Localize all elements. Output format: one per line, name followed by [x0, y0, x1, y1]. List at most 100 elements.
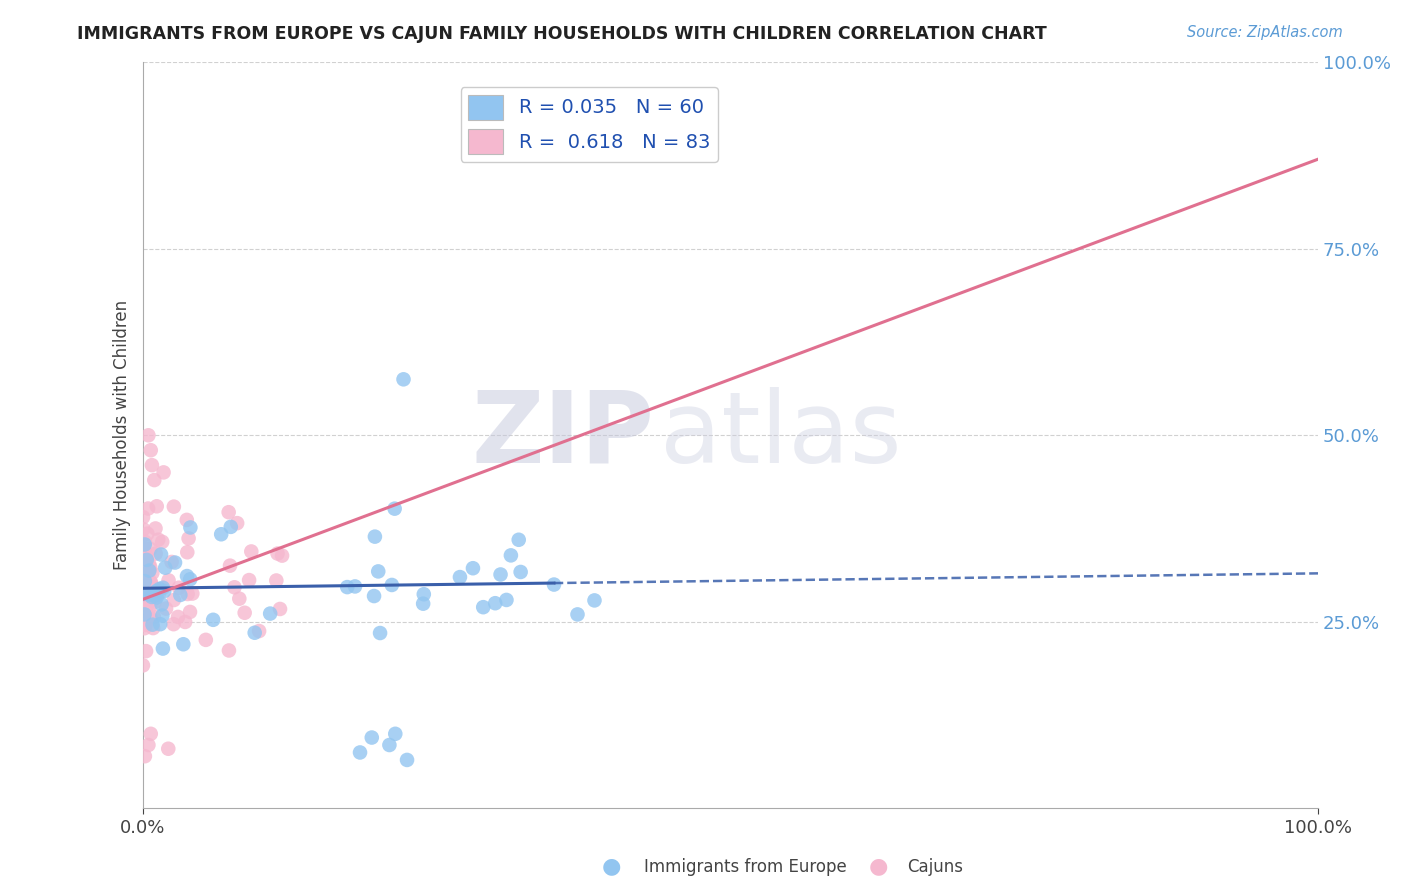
Point	[134, 749, 156, 764]
Point	[145, 547, 167, 561]
Point	[367, 565, 389, 579]
Point	[194, 632, 217, 647]
Point	[162, 617, 184, 632]
Point	[202, 613, 225, 627]
Point	[259, 607, 281, 621]
Point	[243, 625, 266, 640]
Point	[148, 586, 170, 600]
Point	[142, 621, 165, 635]
Point	[134, 607, 156, 622]
Point	[141, 566, 163, 580]
Point	[142, 582, 165, 597]
Point	[134, 574, 156, 589]
Point	[132, 565, 155, 579]
Point	[136, 591, 159, 605]
Point	[509, 565, 531, 579]
Text: atlas: atlas	[659, 387, 901, 483]
Point	[141, 593, 163, 607]
Point	[384, 501, 406, 516]
Point	[132, 559, 155, 574]
Point	[141, 617, 163, 632]
Point	[543, 577, 565, 591]
Text: ●: ●	[869, 856, 889, 876]
Point	[167, 610, 190, 624]
Point	[134, 537, 156, 551]
Point	[224, 580, 246, 594]
Point	[179, 605, 201, 619]
Point	[135, 618, 157, 632]
Point	[139, 541, 162, 556]
Point	[143, 595, 166, 609]
Point	[177, 532, 200, 546]
Point	[218, 505, 240, 519]
Point	[145, 591, 167, 605]
Point	[266, 547, 288, 561]
Point	[392, 372, 415, 386]
Point	[145, 500, 167, 514]
Point	[139, 611, 162, 625]
Point	[163, 593, 186, 607]
Point	[138, 610, 160, 624]
Point	[135, 550, 157, 565]
Point	[238, 573, 260, 587]
Point	[139, 578, 162, 592]
Point	[138, 428, 160, 442]
Point	[495, 593, 517, 607]
Point	[150, 548, 173, 562]
Text: Immigrants from Europe: Immigrants from Europe	[644, 858, 846, 876]
Point	[136, 576, 159, 591]
Point	[139, 727, 162, 741]
Point	[141, 590, 163, 604]
Point	[134, 545, 156, 559]
Point	[209, 527, 232, 541]
Point	[364, 530, 387, 544]
Point	[179, 572, 201, 586]
Point	[132, 593, 155, 607]
Point	[136, 501, 159, 516]
Point	[233, 606, 256, 620]
Point	[240, 544, 263, 558]
Point	[174, 615, 197, 629]
Point	[167, 581, 190, 595]
Point	[484, 596, 506, 610]
Point	[381, 578, 404, 592]
Point	[176, 569, 198, 583]
Point	[132, 510, 155, 524]
Text: Cajuns: Cajuns	[907, 858, 963, 876]
Point	[148, 582, 170, 596]
Y-axis label: Family Households with Children: Family Households with Children	[114, 301, 131, 570]
Point	[583, 593, 606, 607]
Point	[219, 558, 242, 573]
Point	[145, 582, 167, 596]
Point	[138, 558, 160, 572]
Point	[134, 591, 156, 605]
Point	[169, 588, 191, 602]
Point	[132, 522, 155, 536]
Point	[360, 731, 382, 745]
Point	[132, 658, 155, 673]
Point	[226, 516, 249, 530]
Point	[138, 738, 160, 752]
Point	[141, 458, 163, 472]
Point	[363, 589, 385, 603]
Point	[499, 549, 522, 563]
Legend: R = 0.035   N = 60, R =  0.618   N = 83: R = 0.035 N = 60, R = 0.618 N = 83	[461, 87, 718, 162]
Point	[269, 602, 291, 616]
Text: ●: ●	[602, 856, 621, 876]
Point	[136, 526, 159, 541]
Point	[396, 753, 419, 767]
Point	[489, 567, 512, 582]
Point	[176, 587, 198, 601]
Point	[139, 574, 162, 589]
Point	[155, 601, 177, 615]
Point	[163, 556, 186, 570]
Point	[148, 533, 170, 547]
Point	[132, 587, 155, 601]
Point	[567, 607, 589, 622]
Point	[139, 560, 162, 574]
Point	[150, 598, 173, 612]
Point	[132, 562, 155, 576]
Point	[461, 561, 484, 575]
Point	[160, 555, 183, 569]
Point	[138, 600, 160, 615]
